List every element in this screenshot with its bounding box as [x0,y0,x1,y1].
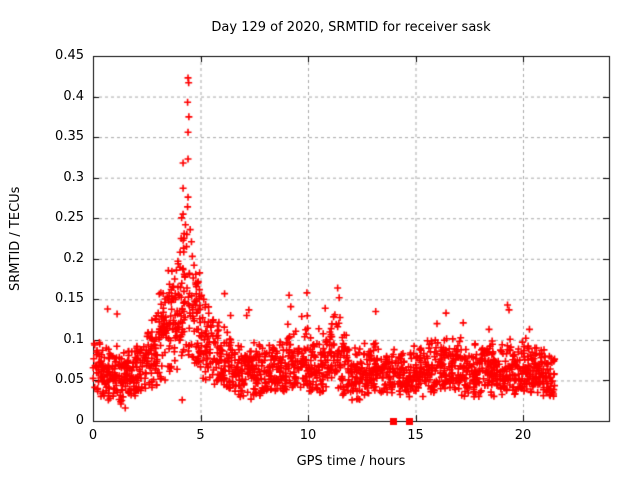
chart-title: Day 129 of 2020, SRMTID for receiver sas… [211,20,491,35]
x-tick-label: 0 [88,428,98,443]
x-tick-label: 5 [196,428,205,443]
y-tick-label: 0.15 [55,291,84,307]
y-tick-label: 0.05 [55,372,84,388]
y-tick-label: 0.35 [55,129,84,145]
y-tick-label: 0.4 [63,88,84,104]
y-tick-label: 0.2 [63,250,84,266]
y-tick-label: 0.3 [63,169,84,185]
x-tick-label: 10 [299,428,317,443]
y-tick-label: 0.25 [55,210,84,226]
x-axis-label: GPS time / hours [296,454,406,469]
x-tick-label: 20 [514,428,532,443]
y-tick-label: 0.45 [55,48,84,63]
x-tick-label: 15 [407,428,424,443]
y-tick-label: 0.1 [63,331,84,347]
y-axis-label: SRMTID / TECUs [8,186,23,291]
y-tick-label: 0 [75,413,84,428]
